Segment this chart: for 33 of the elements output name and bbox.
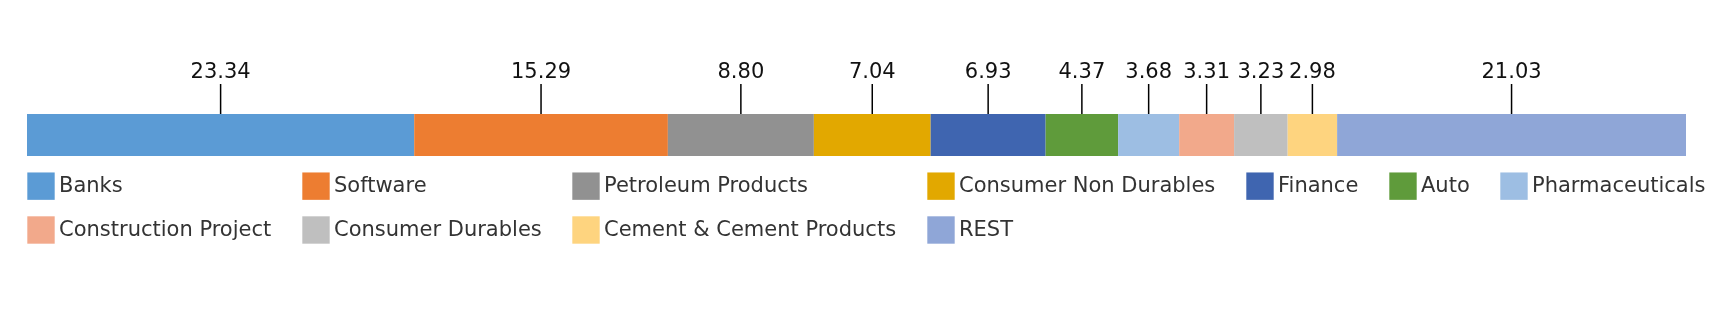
legend-label: Construction Project [59, 217, 272, 241]
legend-label: Consumer Non Durables [959, 173, 1216, 198]
bar [1045, 114, 1119, 156]
data-label: 3.68 [1125, 59, 1173, 83]
data-label: 3.23 [1237, 59, 1285, 83]
bar [930, 114, 1046, 156]
legend-label: Software [334, 173, 427, 198]
legend-label: Auto [1421, 173, 1470, 198]
data-label: 3.31 [1183, 59, 1231, 83]
bar [667, 114, 814, 156]
bar [1234, 114, 1288, 156]
bar [1287, 114, 1338, 156]
bar [1337, 114, 1686, 156]
legend-label: Banks [59, 173, 123, 198]
data-label: 2.98 [1289, 59, 1336, 83]
legend-label: Cement & Cement Products [604, 217, 897, 241]
data-label: 15.29 [510, 59, 572, 83]
legend-label: REST [959, 217, 1014, 241]
legend-label: Pharmaceuticals [1532, 173, 1706, 198]
bar [813, 114, 931, 156]
data-label: 6.93 [964, 59, 1012, 83]
data-label: 7.04 [848, 59, 896, 83]
data-label: 23.34 [190, 59, 251, 83]
bar [27, 114, 415, 156]
bar [1179, 114, 1235, 156]
bar [414, 114, 668, 156]
legend-label: Consumer Durables [334, 217, 542, 241]
data-label: 8.80 [717, 59, 765, 83]
legend-label: Petroleum Products [604, 173, 808, 198]
legend-label: Finance [1278, 173, 1359, 198]
bar [1118, 114, 1180, 156]
data-label: 4.37 [1058, 59, 1106, 83]
data-label: 21.03 [1481, 59, 1542, 83]
